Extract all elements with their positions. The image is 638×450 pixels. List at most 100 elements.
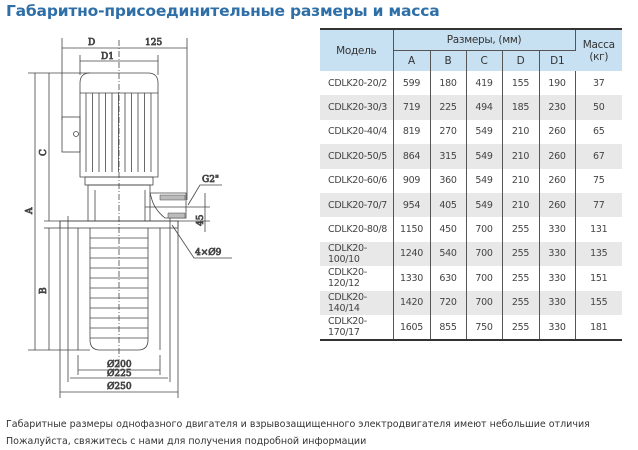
- value-cell: 494: [466, 95, 503, 120]
- value-cell: 185: [502, 95, 540, 120]
- value-cell: 909: [393, 168, 431, 193]
- table-row: CDLK20-70/7 954 405 549 210 260 77: [320, 192, 622, 218]
- value-cell: 315: [430, 144, 467, 169]
- label-holes: 4×Ø9: [195, 247, 222, 258]
- value-cell: 67: [575, 144, 622, 169]
- value-cell: 1150: [393, 217, 431, 242]
- label-d225: Ø225: [107, 368, 132, 379]
- value-cell: 405: [430, 192, 467, 218]
- table-row: CDLK20-50/5 864 315 549 210 260 67: [320, 144, 622, 169]
- footer-note-2: Пожалуйста, свяжитесь с нами для получен…: [6, 436, 367, 447]
- value-cell: 719: [393, 95, 431, 120]
- table-row: CDLK20-80/8 1150 450 700 255 330 131: [320, 217, 622, 242]
- value-cell: 450: [430, 217, 467, 242]
- value-cell: 75: [593, 175, 605, 187]
- header-col-b: B: [430, 50, 467, 71]
- model-cell: CDLK20-100/10: [320, 241, 394, 267]
- header-col-c: C: [466, 50, 503, 71]
- value-cell: 180: [430, 71, 467, 96]
- value-cell: 750: [466, 314, 503, 342]
- label-G2: G2": [202, 175, 219, 185]
- value-cell: 599: [393, 71, 431, 96]
- value-cell: 1330: [393, 266, 431, 291]
- value-cell: 700: [466, 290, 503, 315]
- value-cell: 855: [430, 314, 467, 342]
- model-cell: CDLK20-60/6: [320, 168, 394, 193]
- table-row: CDLK20-20/2 599 180 419 155 190 37: [320, 71, 622, 96]
- value-cell: 260: [539, 119, 576, 145]
- value-cell: 37: [593, 77, 605, 89]
- table-row: CDLK20-140/14 1420 720 700 255 330 155: [320, 290, 622, 315]
- value-cell: 1605: [393, 314, 431, 342]
- value-cell: 330: [539, 241, 576, 267]
- value-cell: 630: [430, 266, 467, 291]
- label-A: A: [25, 207, 35, 215]
- value-cell: 255: [502, 290, 540, 315]
- value-cell: 700: [466, 217, 503, 242]
- value-cell: 155: [575, 290, 622, 315]
- value-cell: 255: [502, 241, 540, 267]
- value-cell: 135: [575, 241, 622, 267]
- pump-dimension-drawing: D 125 D1 A C B G2" 45 4×Ø9 Ø200 Ø225 Ø25…: [25, 38, 232, 398]
- value-cell: 720: [430, 290, 467, 315]
- value-cell: 330: [539, 314, 576, 342]
- label-d200: Ø200: [107, 359, 132, 370]
- value-cell: 181: [575, 314, 622, 342]
- header-mass: Масса (кг): [575, 28, 622, 71]
- label-D1: D1: [101, 52, 114, 62]
- header-col-d: D: [502, 50, 540, 71]
- value-cell: 210: [502, 192, 540, 218]
- value-cell: 230: [539, 95, 576, 120]
- table-row: CDLK20-120/12 1330 630 700 255 330 151: [320, 266, 622, 291]
- value-cell: 255: [502, 314, 540, 342]
- model-cell: CDLK20-50/5: [320, 144, 394, 169]
- label-D: D: [88, 38, 95, 48]
- label-B: B: [39, 287, 49, 294]
- label-d250: Ø250: [107, 381, 132, 392]
- value-cell: 1240: [393, 241, 431, 267]
- table-row: CDLK20-40/4 819 270 549 210 260 65: [320, 119, 622, 145]
- value-cell: 330: [539, 217, 576, 242]
- table-row: CDLK20-30/3 719 225 494 185 230 50: [320, 95, 622, 120]
- pump-body: [59, 220, 179, 351]
- table-row: CDLK20-100/10 1240 540 700 255 330 135: [320, 241, 622, 267]
- value-cell: 819: [393, 119, 431, 145]
- value-cell: 954: [393, 192, 431, 218]
- value-cell: 210: [502, 119, 540, 145]
- value-cell: 360: [430, 168, 467, 193]
- value-cell: 549: [466, 144, 503, 169]
- value-cell: 549: [466, 192, 503, 218]
- value-cell: 549: [466, 119, 503, 145]
- value-cell: 151: [590, 272, 608, 284]
- table-row: CDLK20-170/17 1605 855 750 255 330 181: [320, 314, 622, 342]
- dimension-labels: D 125 D1 A C B G2" 45 4×Ø9 Ø200 Ø225 Ø25…: [25, 38, 222, 393]
- header-col-a: A: [393, 50, 431, 71]
- label-125: 125: [145, 38, 162, 48]
- model-cell: CDLK20-80/8: [320, 217, 394, 242]
- value-cell: 260: [539, 168, 576, 193]
- label-45: 45: [196, 214, 206, 226]
- value-cell: 210: [502, 144, 540, 169]
- value-cell: 65: [593, 126, 605, 138]
- value-cell: 210: [502, 168, 540, 193]
- model-cell: CDLK20-20/2: [320, 71, 394, 96]
- header-model: Модель: [320, 28, 394, 71]
- value-cell: 225: [430, 95, 467, 120]
- value-cell: 255: [502, 217, 540, 242]
- header-dimensions: Размеры, (мм): [393, 28, 576, 51]
- label-C: C: [39, 149, 49, 156]
- table-row: CDLK20-60/6 909 360 549 210 260 75: [320, 168, 622, 193]
- model-cell: CDLK20-170/17: [320, 314, 394, 342]
- model-cell: CDLK20-70/7: [320, 192, 394, 218]
- value-cell: 330: [539, 290, 576, 315]
- value-cell: 1420: [393, 290, 431, 315]
- model-cell: CDLK20-30/3: [320, 95, 394, 120]
- value-cell: 260: [539, 144, 576, 169]
- value-cell: 255: [502, 266, 540, 291]
- model-cell: CDLK20-140/14: [320, 290, 394, 315]
- value-cell: 419: [466, 71, 503, 96]
- value-cell: 549: [466, 168, 503, 193]
- value-cell: 190: [539, 71, 576, 96]
- value-cell: 260: [539, 192, 576, 218]
- value-cell: 864: [393, 144, 431, 169]
